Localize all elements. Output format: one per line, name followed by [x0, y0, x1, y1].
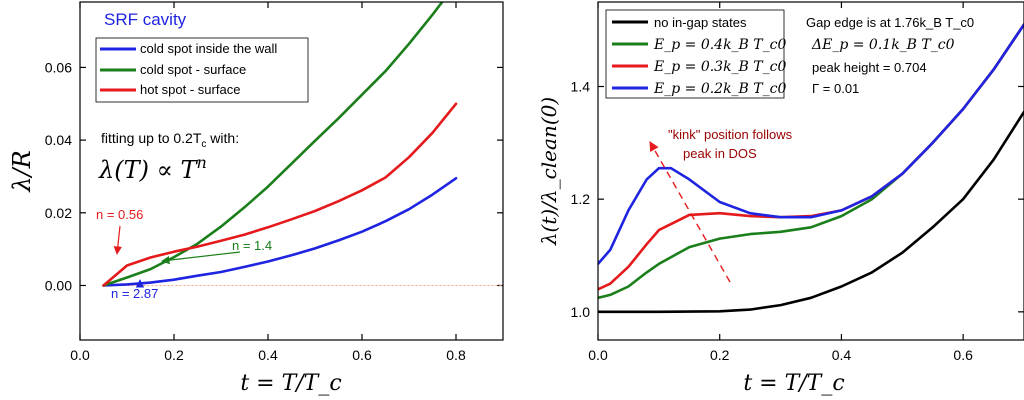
l-series-line-2 — [102, 102, 458, 287]
fit-formula-exp: n — [196, 153, 206, 172]
r-xtick-label-1: 0.2 — [710, 347, 730, 363]
right-legend-label-0: no in-gap states — [654, 15, 747, 30]
l-ytick-label-2: 0.04 — [45, 132, 72, 148]
left-legend-label-2: hot spot - surface — [140, 82, 240, 97]
fit-text-tail: with: — [206, 130, 239, 146]
l-xtick-label-4: 0.8 — [446, 347, 466, 363]
left-legend: cold spot inside the wall cold spot - su… — [95, 37, 309, 103]
right-plot-frame — [597, 1, 1024, 341]
r-series-line-3 — [598, 23, 1024, 266]
left-plot-frame — [79, 1, 504, 341]
l-ytick-label-0: 0.00 — [45, 277, 72, 293]
left-legend-label-0: cold spot inside the wall — [140, 41, 277, 56]
r-xtick-label-2: 0.4 — [832, 347, 852, 363]
annotation-arrow-hot — [113, 225, 122, 255]
left-x-axis-label: t = T/T_c — [240, 371, 341, 396]
r-xtick-label-3: 0.6 — [953, 347, 973, 363]
right-series — [598, 23, 1024, 314]
info-gamma: Γ = 0.01 — [812, 81, 859, 96]
annotation-n-cold-surface: n = 1.4 — [232, 238, 272, 253]
l-ytick-label-3: 0.06 — [45, 59, 72, 75]
l-xtick-label-3: 0.6 — [352, 347, 372, 363]
right-legend: no in-gap states E_p = 0.4k_B T_c0 E_p =… — [605, 9, 786, 99]
fit-description: fitting up to 0.2Tc with: — [101, 130, 239, 150]
r-ytick-label-2: 1.4 — [571, 79, 591, 95]
fit-formula: λ(T) ∝ Tn — [98, 153, 207, 184]
l-xtick-label-1: 0.2 — [164, 347, 184, 363]
l-ytick-label-1: 0.02 — [45, 205, 72, 221]
annotation-n-hot: n = 0.56 — [96, 207, 143, 222]
annotation-arrow-cold-surface — [161, 251, 241, 265]
left-legend-label-1: cold spot - surface — [140, 62, 246, 77]
kink-dashed-arrow — [649, 141, 731, 283]
right-x-axis-label: t = T/T_c — [743, 371, 844, 396]
right-legend-box — [605, 9, 785, 99]
right-chart: 0.0 0.2 0.4 0.6 1.0 1.2 1.4 λ(t)/λ_clean(0) t … — [537, 1, 1024, 396]
l-xtick-label-2: 0.4 — [258, 347, 278, 363]
info-delta-ep: ΔE_p = 0.1k_B T_c0 — [811, 37, 955, 53]
right-legend-label-1: E_p = 0.4k_B T_c0 — [653, 37, 786, 53]
right-legend-label-2: E_p = 0.3k_B T_c0 — [653, 59, 786, 75]
r-series-line-0 — [598, 110, 1024, 314]
right-legend-label-3: E_p = 0.2k_B T_c0 — [653, 81, 786, 97]
fit-text-sub: c — [201, 139, 206, 150]
right-y-axis-label: λ(t)/λ_clean(0) — [537, 97, 561, 246]
l-series-line-0 — [102, 177, 458, 287]
fit-text: fitting up to 0.2T — [101, 130, 202, 146]
r-ytick-label-0: 1.0 — [571, 304, 591, 320]
right-axis-ticks: 0.0 0.2 0.4 0.6 1.0 1.2 1.4 — [571, 2, 1024, 363]
left-chart-title: SRF cavity — [104, 10, 187, 29]
kink-note-line-2: peak in DOS — [683, 146, 757, 161]
left-y-axis-label: λ/R — [8, 150, 36, 192]
info-gap-edge: Gap edge is at 1.76k_B T_c0 — [806, 15, 974, 30]
r-ytick-label-1: 1.2 — [571, 191, 591, 207]
left-chart: 0.0 0.2 0.4 0.6 0.8 0.00 0.02 0.04 0.06 λ/R t = … — [8, 1, 504, 396]
annotation-n-cold-wall: n = 2.87 — [111, 286, 158, 301]
info-peak-height: peak height = 0.704 — [812, 60, 927, 75]
left-axis-ticks: 0.0 0.2 0.4 0.6 0.8 0.00 0.02 0.04 0.06 — [45, 2, 503, 363]
fit-formula-main: λ(T) ∝ T — [98, 156, 198, 184]
l-xtick-label-0: 0.0 — [70, 347, 90, 363]
r-xtick-label-0: 0.0 — [588, 347, 608, 363]
kink-note-line-1: "kink" position follows — [668, 127, 793, 142]
